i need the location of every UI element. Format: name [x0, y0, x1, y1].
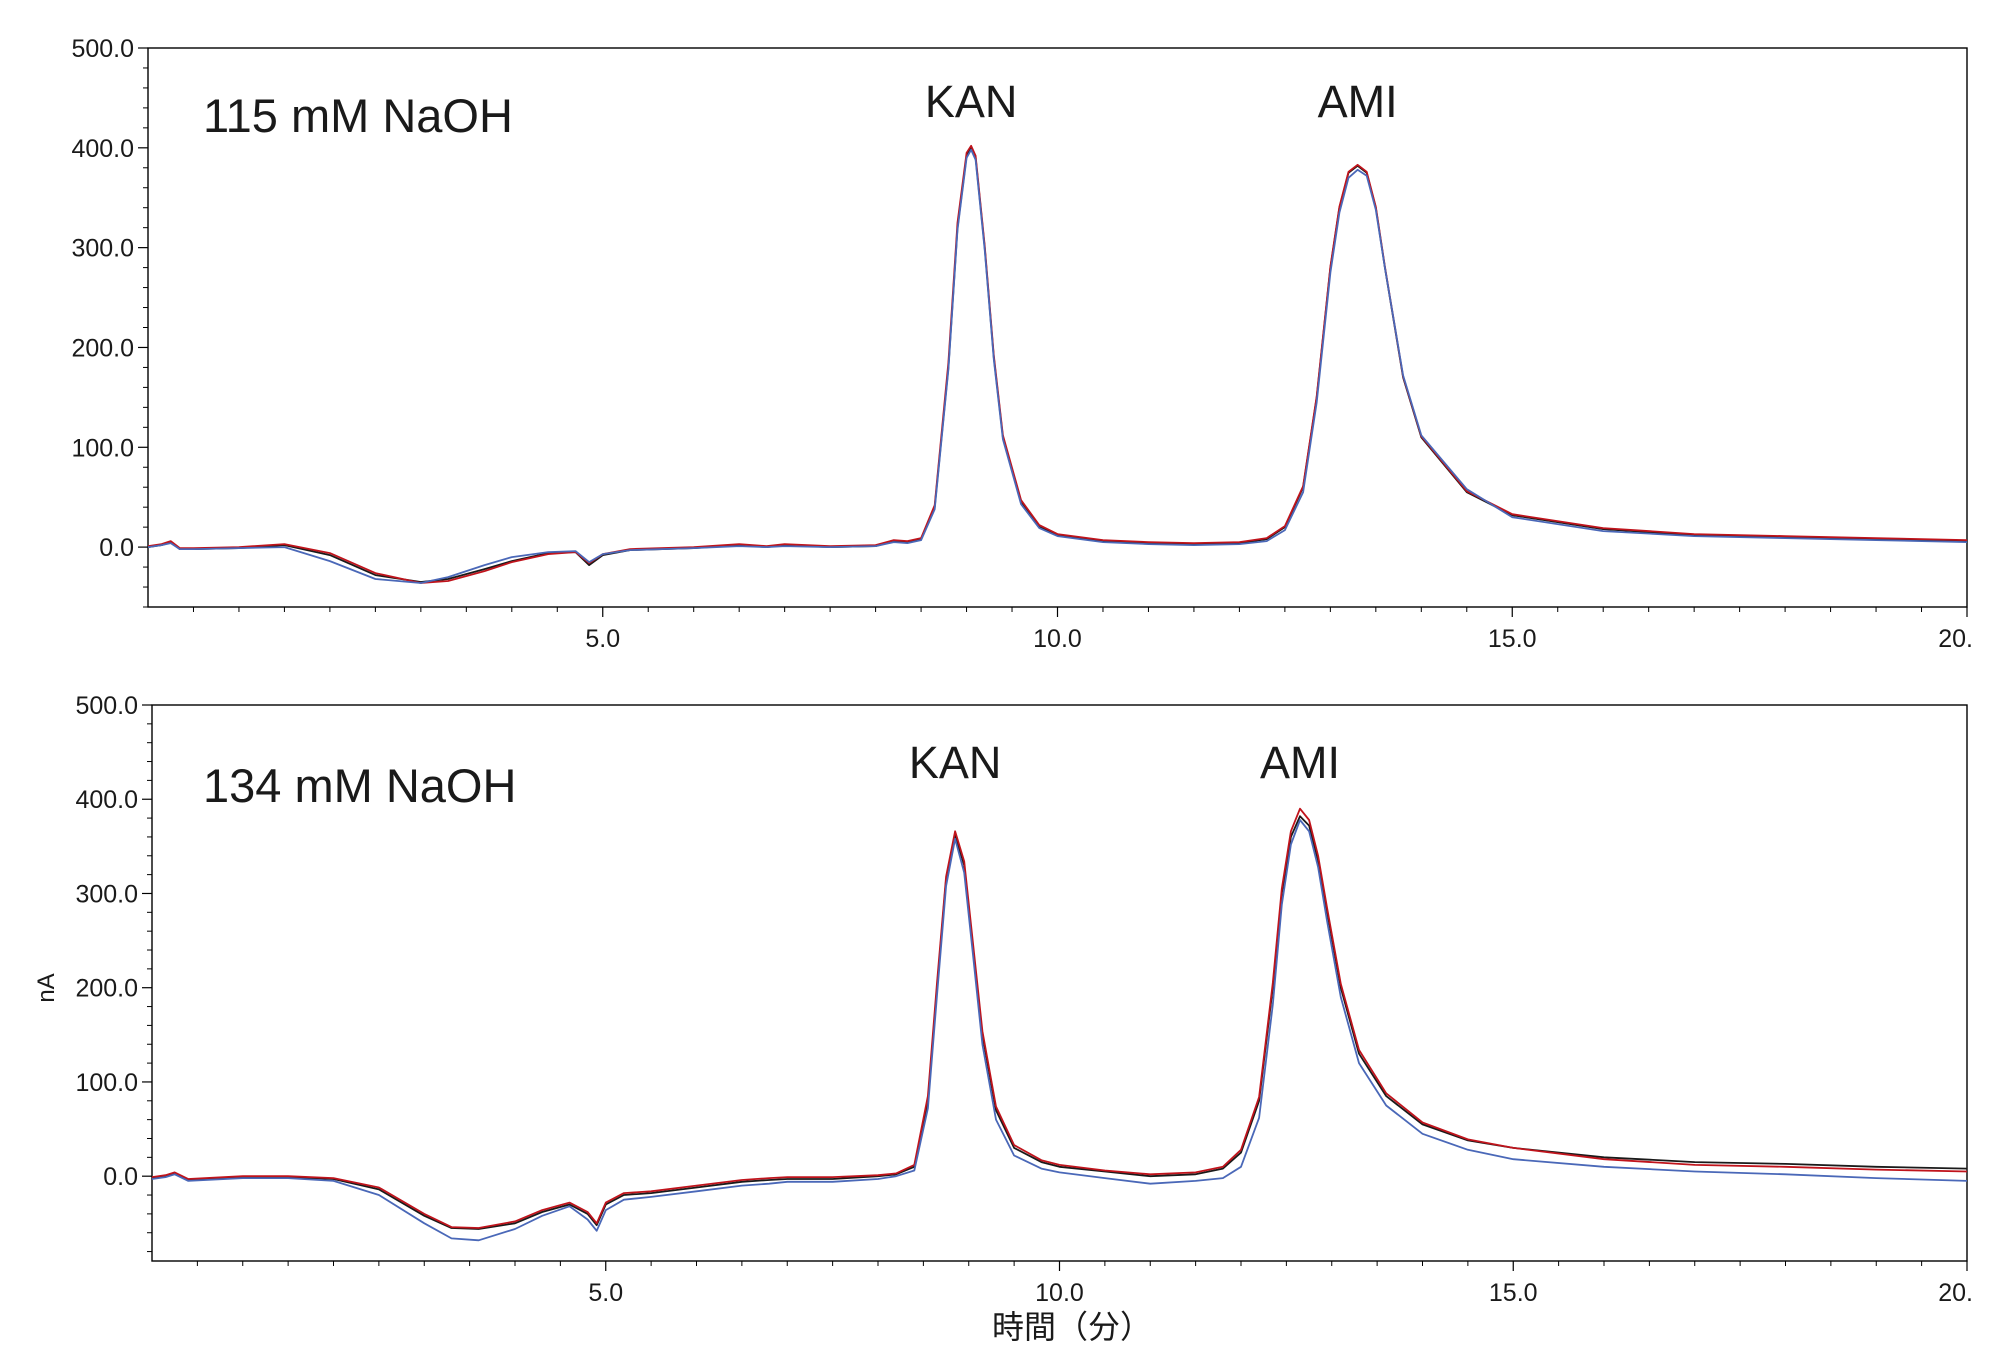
peak-label-kan: KAN	[925, 76, 1018, 127]
y-tick-label: 300.0	[71, 235, 134, 263]
condition-annotation: 134 mM NaOH	[203, 759, 516, 812]
y-tick-label: 200.0	[71, 334, 134, 362]
chart-panel-134mm: 134 mM NaOH nA 時間（分） 5.0 10.0 15.0 20. 0.0 10…	[33, 692, 1973, 1345]
y-tick-label: 500.0	[75, 692, 138, 720]
y-tick-label: 0.0	[99, 534, 134, 562]
y-tick-label: 400.0	[71, 135, 134, 163]
chart-panel-115mm: 115 mM NaOH 5.0 10.0 15.0 20. 0.0 100.0 200.0 3…	[71, 35, 1973, 653]
y-tick-label: 100.0	[71, 434, 134, 462]
series-line-1	[148, 146, 1967, 583]
y-tick-label: 0.0	[103, 1163, 138, 1191]
y-tick-label: 400.0	[75, 786, 138, 814]
series-line-1	[152, 815, 1967, 1230]
series-line-3	[152, 819, 1967, 1242]
y-tick-label: 200.0	[75, 975, 138, 1003]
x-tick-label: 15.0	[1488, 625, 1537, 653]
y-tick-label: 500.0	[71, 35, 134, 63]
series-line-2	[148, 144, 1967, 584]
series-line-2	[152, 807, 1967, 1229]
x-tick-label: 5.0	[588, 1279, 623, 1307]
x-tick-label: 10.0	[1033, 625, 1082, 653]
x-tick-label: 20.	[1938, 1279, 1973, 1307]
x-tick-label: 5.0	[585, 625, 620, 653]
condition-annotation: 115 mM NaOH	[203, 89, 513, 142]
x-tick-label: 15.0	[1489, 1279, 1538, 1307]
y-axis-label: nA	[33, 973, 60, 1002]
peak-label-ami: AMI	[1318, 76, 1398, 127]
y-tick-label: 300.0	[75, 880, 138, 908]
series-line-3	[148, 148, 1967, 584]
x-axis-label: 時間（分）	[992, 1309, 1152, 1345]
x-tick-label: 20.	[1938, 625, 1973, 653]
peak-label-ami: AMI	[1260, 737, 1340, 788]
x-tick-label: 10.0	[1035, 1279, 1084, 1307]
y-tick-label: 100.0	[75, 1069, 138, 1097]
peak-label-kan: KAN	[909, 737, 1002, 788]
